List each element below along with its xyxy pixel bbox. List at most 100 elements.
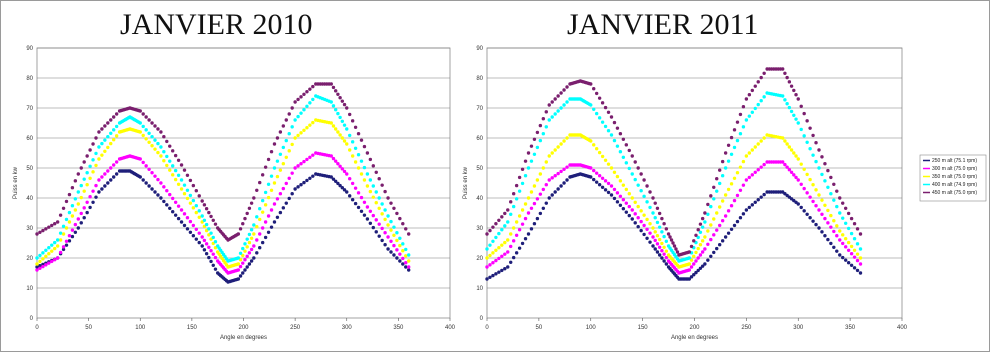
data-point: [278, 130, 283, 134]
data-point: [243, 268, 247, 272]
data-point: [841, 233, 845, 237]
data-point: [535, 216, 540, 221]
data-point: [630, 217, 634, 221]
data-point: [606, 190, 611, 195]
data-point: [44, 227, 48, 231]
data-point: [741, 159, 746, 164]
data-point: [345, 106, 349, 110]
data-point: [562, 103, 566, 107]
data-point: [329, 154, 333, 158]
data-point: [106, 181, 110, 185]
data-point: [738, 165, 743, 169]
data-point: [820, 230, 824, 234]
data-point: [729, 135, 734, 140]
data-point: [630, 196, 634, 200]
data-point: [272, 181, 277, 185]
data-point: [811, 183, 815, 187]
data-point: [696, 228, 700, 232]
data-point: [305, 126, 309, 130]
data-point: [811, 199, 815, 204]
data-point: [523, 202, 528, 206]
data-point: [200, 199, 204, 203]
data-point: [371, 213, 375, 218]
data-point: [556, 171, 560, 176]
data-point: [76, 190, 81, 194]
data-point: [709, 194, 713, 198]
data-point: [648, 231, 652, 235]
data-point: [655, 220, 660, 225]
data-point: [550, 100, 554, 104]
data-point: [249, 236, 254, 240]
data-point: [386, 223, 390, 227]
data-point: [509, 244, 513, 249]
data-point: [520, 222, 525, 226]
data-point: [675, 250, 680, 254]
data-point: [82, 189, 86, 193]
data-point: [503, 224, 507, 228]
data-point: [662, 259, 666, 263]
data-point: [50, 223, 54, 228]
data-point: [491, 273, 495, 278]
data-point: [597, 96, 602, 100]
data-point: [269, 174, 274, 178]
data-point: [404, 261, 408, 265]
data-point: [538, 138, 543, 143]
data-point: [832, 229, 836, 234]
data-point: [817, 166, 821, 170]
data-point: [275, 174, 280, 179]
data-point: [556, 109, 560, 113]
data-point: [715, 246, 719, 251]
x-tick-label: 250: [290, 325, 301, 331]
data-point: [655, 250, 660, 254]
data-point: [389, 250, 393, 254]
data-point: [67, 234, 72, 238]
data-point: [523, 159, 528, 163]
data-point: [241, 253, 245, 258]
data-point: [700, 225, 705, 229]
data-point: [514, 220, 519, 224]
data-point: [509, 232, 513, 236]
data-point: [188, 201, 193, 205]
data-point: [85, 154, 89, 158]
data-point: [523, 174, 528, 178]
data-point: [687, 262, 692, 266]
y-tick-label: 0: [30, 316, 34, 322]
data-point: [144, 115, 148, 119]
data-point: [345, 142, 349, 146]
data-point: [194, 204, 198, 208]
data-point: [846, 240, 851, 245]
data-point: [559, 169, 563, 174]
data-point: [741, 212, 746, 216]
data-point: [88, 205, 92, 210]
data-point: [398, 243, 402, 248]
data-point: [365, 151, 370, 155]
data-point: [497, 231, 501, 236]
data-point: [333, 179, 338, 183]
data-point: [377, 206, 381, 210]
data-point: [340, 119, 345, 123]
data-point: [609, 133, 614, 137]
data-point: [281, 145, 286, 150]
data-point: [386, 235, 390, 239]
data-point: [353, 186, 358, 190]
data-point: [188, 219, 193, 224]
data-point: [299, 183, 303, 187]
data-point: [823, 179, 827, 183]
data-point: [706, 212, 710, 216]
y-tick-label: 10: [26, 286, 33, 292]
data-point: [353, 160, 358, 164]
data-point: [538, 192, 543, 196]
data-point: [340, 186, 345, 190]
data-point: [645, 217, 649, 222]
data-point: [106, 145, 110, 150]
data-point: [204, 252, 209, 256]
data-point: [202, 238, 207, 243]
data-point: [732, 145, 737, 150]
data-point: [365, 172, 370, 176]
data-point: [741, 183, 746, 187]
data-point: [826, 185, 830, 189]
data-point: [41, 264, 45, 269]
data-point: [153, 190, 157, 194]
x-tick-label: 200: [238, 325, 249, 331]
x-tick-label: 300: [342, 325, 353, 331]
